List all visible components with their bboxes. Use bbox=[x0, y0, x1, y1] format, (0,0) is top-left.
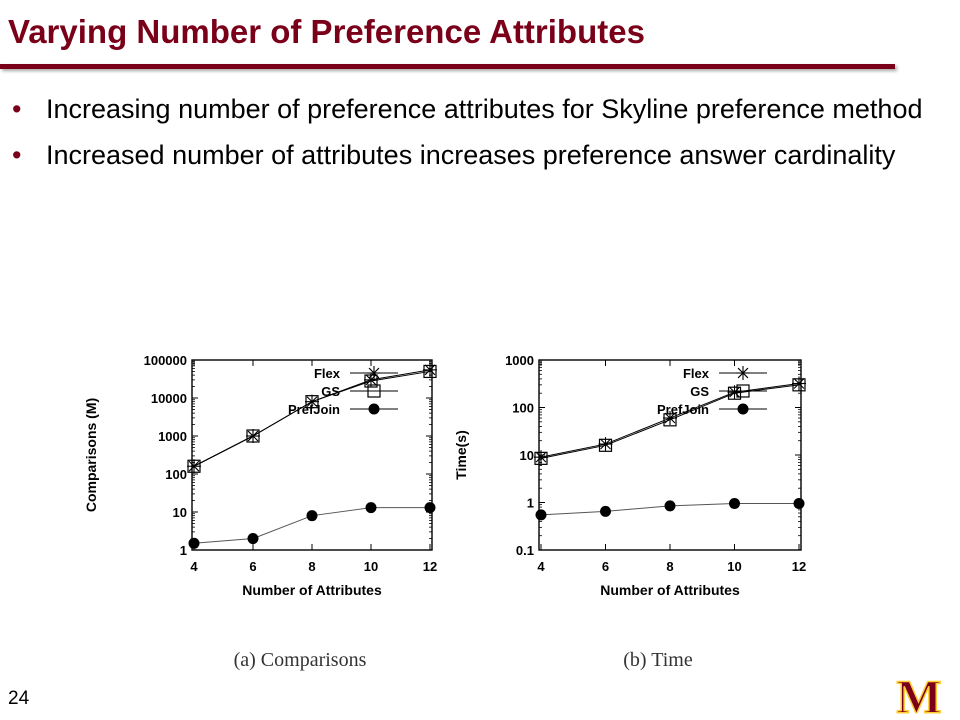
plot-frame bbox=[191, 359, 433, 551]
y-axis-label: Time(s) bbox=[453, 430, 469, 480]
series-line bbox=[540, 384, 800, 459]
slide-title: Varying Number of Preference Attributes bbox=[8, 13, 645, 50]
legend-marker bbox=[367, 384, 381, 398]
series-line bbox=[193, 370, 431, 467]
data-point bbox=[188, 537, 200, 549]
data-point bbox=[792, 376, 806, 391]
legend-label: Flex bbox=[683, 366, 710, 381]
chart-caption: (a) Comparisons bbox=[234, 649, 367, 671]
y-tick-label: 0.1 bbox=[516, 543, 534, 558]
data-point bbox=[423, 364, 437, 379]
chart-caption: (b) Time bbox=[623, 649, 693, 671]
data-point bbox=[424, 502, 436, 514]
data-point bbox=[306, 510, 318, 522]
data-point bbox=[365, 502, 377, 514]
data-point bbox=[364, 374, 378, 388]
chart-figure: 1 10 100 1000 10000 100000 4 6 8 10 12 Number of At… bbox=[83, 353, 806, 671]
bullet-item: • Increased number of attributes increas… bbox=[8, 136, 943, 174]
data-point bbox=[187, 459, 201, 473]
title-underline bbox=[0, 64, 895, 69]
data-point bbox=[305, 395, 319, 409]
y-tick-label: 1 bbox=[527, 496, 534, 511]
logo-letter: M bbox=[896, 676, 941, 718]
y-tick-label: 10 bbox=[520, 448, 534, 463]
x-axis-label: Number of Attributes bbox=[242, 582, 382, 598]
legend-label: PrefJoin bbox=[657, 402, 709, 417]
data-point bbox=[664, 500, 676, 512]
legend-label: GS bbox=[321, 384, 340, 399]
legend-marker bbox=[737, 403, 749, 415]
x-tick-label: 4 bbox=[537, 559, 545, 574]
data-point bbox=[727, 385, 742, 400]
bullet-dot-icon: • bbox=[12, 94, 22, 124]
figure-panel: 1 10 100 1000 10000 100000 4 6 8 10 12 Number of At… bbox=[62, 310, 886, 684]
x-axis-label: Number of Attributes bbox=[600, 582, 740, 598]
x-tick-label: 6 bbox=[249, 559, 256, 574]
legend-marker bbox=[367, 366, 381, 380]
y-tick-label: 10 bbox=[173, 505, 187, 520]
data-point bbox=[247, 533, 259, 545]
data-point bbox=[729, 498, 740, 510]
slide-number: 24 bbox=[8, 688, 30, 709]
legend-marker bbox=[736, 366, 750, 380]
data-point bbox=[598, 437, 613, 452]
university-logo-icon: M bbox=[896, 676, 943, 718]
data-point bbox=[598, 438, 613, 452]
x-tick-label: 8 bbox=[666, 559, 673, 574]
y-tick-label: 1 bbox=[180, 543, 187, 558]
bullet-text: Increasing number of preference attribut… bbox=[46, 94, 923, 124]
y-tick-label: 100 bbox=[165, 467, 187, 482]
legend-label: GS bbox=[690, 384, 709, 399]
data-point bbox=[246, 429, 260, 443]
data-point bbox=[535, 509, 547, 521]
bullet-dot-icon: • bbox=[12, 140, 22, 170]
legend-marker bbox=[368, 403, 380, 415]
data-point bbox=[792, 378, 806, 392]
y-tick-label: 100 bbox=[512, 401, 534, 416]
data-point bbox=[727, 386, 742, 400]
x-tick-label: 10 bbox=[727, 559, 741, 574]
bullet-list: • Increasing number of preference attrib… bbox=[8, 90, 943, 182]
data-point bbox=[600, 505, 611, 517]
y-tick-label: 100000 bbox=[144, 353, 187, 368]
bullet-item: • Increasing number of preference attrib… bbox=[8, 90, 943, 128]
bullet-text: Increased number of attributes increases… bbox=[46, 140, 896, 170]
x-tick-label: 12 bbox=[792, 559, 806, 574]
y-tick-label: 1000 bbox=[158, 429, 187, 444]
y-axis-label: Comparisons (M) bbox=[83, 398, 99, 512]
legend-label: Flex bbox=[314, 366, 341, 381]
y-tick-label: 1000 bbox=[505, 353, 534, 368]
series-line bbox=[193, 369, 431, 467]
data-point bbox=[534, 451, 548, 465]
y-tick-label: 10000 bbox=[151, 391, 187, 406]
data-point bbox=[793, 498, 805, 510]
x-tick-label: 4 bbox=[190, 559, 198, 574]
x-tick-label: 10 bbox=[364, 559, 378, 574]
data-point bbox=[663, 413, 677, 427]
x-tick-label: 6 bbox=[602, 559, 609, 574]
x-tick-label: 12 bbox=[423, 559, 437, 574]
legend-label: PrefJoin bbox=[288, 402, 340, 417]
legend-marker bbox=[736, 384, 750, 398]
x-tick-label: 8 bbox=[308, 559, 315, 574]
